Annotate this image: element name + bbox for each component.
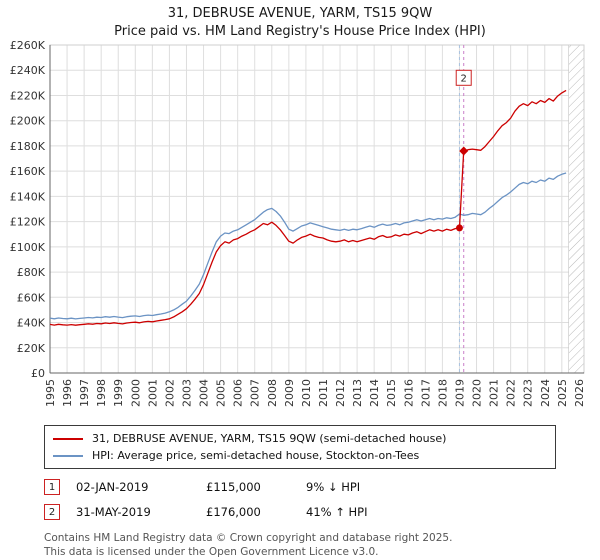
x-tick-label: 2005 [215, 379, 228, 407]
page-title: 31, DEBRUSE AVENUE, YARM, TS15 9QW [167, 6, 433, 21]
transaction-1-hpi-delta: 9% ↓ HPI [306, 480, 361, 494]
x-tick-label: 2022 [505, 379, 518, 407]
plot-border [49, 44, 585, 374]
annotation-label-2: 2 [461, 73, 467, 84]
y-tick-label: £120K [10, 216, 46, 229]
x-tick-label: 1998 [95, 379, 108, 407]
transaction-1-date: 02-JAN-2019 [76, 480, 149, 494]
legend-label-hpi: HPI: Average price, semi-detached house,… [92, 449, 420, 462]
page-subtitle: Price paid vs. HM Land Registry's House … [114, 24, 486, 39]
y-tick-label: £260K [10, 39, 46, 52]
price-chart: £0 £20K £40K £60K £80K £100K £120K £140K £160K £1… [10, 39, 586, 407]
y-tick-label: £0 [31, 367, 45, 380]
transaction-2-price: £176,000 [206, 505, 261, 519]
annotation-box-2 [455, 69, 472, 86]
x-tick-label: 1995 [44, 379, 57, 407]
y-tick-label: £60K [17, 291, 46, 304]
transaction-1-price: £115,000 [206, 480, 261, 494]
x-tick-label: 2004 [198, 379, 211, 407]
x-tick-label: 2009 [283, 379, 296, 407]
x-tick-label: 2024 [539, 379, 552, 407]
transaction-2-number-badge: 2 [44, 504, 60, 520]
transaction-row-1: 1 02-JAN-2019 £115,000 9% ↓ HPI [44, 479, 600, 495]
y-tick-label: £20K [17, 342, 46, 355]
chart-header: 31, DEBRUSE AVENUE, YARM, TS15 9QW Price… [0, 0, 600, 39]
x-tick-label: 2020 [471, 379, 484, 407]
x-tick-label: 2007 [249, 379, 262, 407]
x-tick-label: 2026 [573, 379, 586, 407]
y-tick-label: £160K [10, 165, 46, 178]
x-tick-label: 2012 [334, 379, 347, 407]
x-tick-label: 2006 [232, 379, 245, 407]
y-tick-label: £240K [10, 64, 46, 77]
transaction-2-hpi-delta: 41% ↑ HPI [306, 505, 368, 519]
x-tick-label: 1997 [78, 379, 91, 407]
legend-label-property: 31, DEBRUSE AVENUE, YARM, TS15 9QW (semi… [92, 432, 447, 445]
y-tick-label: £80K [17, 266, 46, 279]
attribution-line-1: Contains HM Land Registry data © Crown c… [44, 532, 453, 544]
attribution-footer: Contains HM Land Registry data © Crown c… [44, 532, 556, 559]
x-tick-label: 2018 [436, 379, 449, 407]
legend-swatch-red [53, 437, 83, 440]
y-tick-label: £220K [10, 89, 46, 102]
x-tick-label: 2008 [266, 379, 279, 407]
legend-swatch-blue [53, 454, 83, 457]
x-tick-label: 2016 [402, 379, 415, 407]
x-tick-label: 2010 [300, 379, 313, 407]
chart-legend: 31, DEBRUSE AVENUE, YARM, TS15 9QW (semi… [44, 425, 556, 469]
legend-item-property: 31, DEBRUSE AVENUE, YARM, TS15 9QW (semi… [53, 430, 547, 447]
x-tick-label: 2002 [163, 379, 176, 407]
y-tick-label: £140K [10, 190, 46, 203]
y-tick-label: £180K [10, 140, 46, 153]
x-tick-label: 1996 [61, 379, 74, 407]
x-tick-label: 2003 [180, 379, 193, 407]
transaction-row-2: 2 31-MAY-2019 £176,000 41% ↑ HPI [44, 504, 600, 520]
x-tick-label: 2013 [351, 379, 364, 407]
x-tick-label: 2014 [368, 379, 381, 407]
sale-marker-2 [459, 146, 469, 156]
transaction-2-date: 31-MAY-2019 [76, 505, 151, 519]
x-tick-label: 2000 [129, 379, 142, 407]
x-tick-label: 2015 [385, 379, 398, 407]
x-tick-label: 2019 [453, 379, 466, 407]
sale-marker-1 [455, 224, 463, 232]
x-tick-label: 2025 [556, 379, 569, 407]
series-line-property [49, 89, 567, 326]
y-tick-label: £100K [10, 241, 46, 254]
x-tick-label: 2021 [488, 379, 501, 407]
attribution-line-2: This data is licensed under the Open Gov… [44, 545, 379, 558]
x-tick-label: 2001 [146, 379, 159, 407]
transaction-1-number-badge: 1 [44, 479, 60, 495]
x-tick-label: 2023 [522, 379, 535, 407]
series-line-hpi [49, 172, 567, 320]
y-tick-label: £40K [17, 317, 46, 330]
x-tick-label: 2011 [317, 379, 330, 407]
future-hatch-region [568, 44, 585, 374]
legend-item-hpi: HPI: Average price, semi-detached house,… [53, 447, 547, 464]
x-tick-label: 2017 [419, 379, 432, 407]
x-tick-label: 1999 [112, 379, 125, 407]
y-tick-label: £200K [10, 115, 46, 128]
